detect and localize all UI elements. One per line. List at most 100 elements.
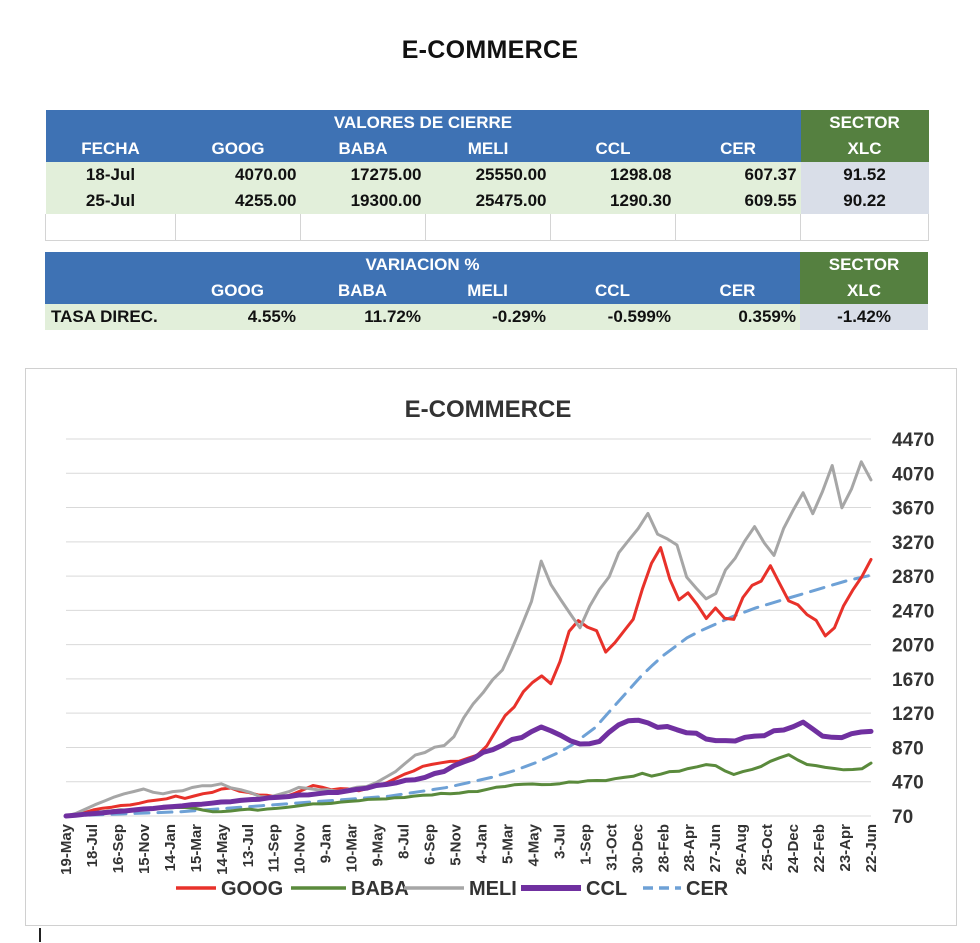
x-tick-label: 1-Sep	[577, 824, 594, 865]
closing-values-table: VALORES DE CIERRE SECTOR FECHA GOOG BABA…	[45, 110, 930, 241]
chart-title: E-COMMERCE	[405, 396, 572, 423]
y-tick-label: 870	[892, 738, 924, 759]
table-cell: -0.29%	[425, 304, 550, 330]
series-line-ccl	[63, 717, 874, 819]
column-header: BABA	[300, 136, 426, 162]
y-tick-label: 2470	[892, 601, 934, 622]
x-tick-label: 23-Apr	[837, 824, 854, 872]
table-cell: 17275.00	[300, 162, 426, 188]
sector-header: SECTOR	[800, 252, 929, 278]
x-tick-label: 8-Jul	[396, 824, 413, 859]
table-cell: 0.359%	[675, 304, 801, 330]
text-cursor	[39, 928, 41, 942]
x-tick-label: 9-Jan	[318, 824, 335, 863]
variation-table: VARIACION % SECTOR GOOG BABA MELI CCL CE…	[45, 252, 929, 330]
y-tick-label: 3670	[892, 499, 934, 520]
sector-header: SECTOR	[800, 110, 929, 136]
y-tick-label: 4070	[892, 464, 934, 485]
y-tick-label: 3270	[892, 533, 934, 554]
table-row: 25-Jul 4255.00 19300.00 25475.00 1290.30…	[45, 188, 929, 214]
x-tick-label: 15-Nov	[136, 823, 153, 874]
x-tick-label: 13-Jul	[240, 824, 257, 867]
table-column-header-row: FECHA GOOG BABA MELI CCL CER XLC	[45, 136, 929, 162]
y-tick-label: 2070	[892, 636, 934, 657]
legend-label: CCL	[586, 878, 627, 900]
table-group-header-row: VARIACION % SECTOR	[45, 252, 929, 278]
table-cell: 25-Jul	[45, 188, 176, 214]
x-tick-label: 25-Oct	[759, 824, 776, 871]
column-header	[45, 278, 175, 304]
x-tick-label: 14-May	[214, 823, 231, 875]
x-tick-label: 16-Sep	[110, 824, 127, 873]
legend-label: GOOG	[221, 878, 283, 900]
x-tick-label: 28-Apr	[681, 824, 698, 872]
table-cell: 18-Jul	[45, 162, 176, 188]
y-tick-label: 2870	[892, 567, 934, 588]
table-cell: 609.55	[675, 188, 801, 214]
y-tick-label: 1670	[892, 670, 934, 691]
column-header: CER	[675, 136, 801, 162]
x-tick-label: 30-Dec	[629, 824, 646, 873]
column-header: CCL	[550, 136, 676, 162]
table-cell: 4255.00	[175, 188, 301, 214]
column-header: CER	[675, 278, 801, 304]
closing-values-group-header: VALORES DE CIERRE	[45, 110, 801, 136]
x-tick-label: 31-Oct	[603, 824, 620, 871]
x-tick-label: 6-Sep	[422, 824, 439, 865]
x-tick-label: 10-Mar	[344, 824, 361, 873]
x-tick-label: 4-Jan	[473, 824, 490, 863]
x-tick-label: 26-Aug	[733, 824, 750, 875]
table-spacer-row	[45, 214, 930, 241]
x-tick-label: 11-Sep	[266, 824, 283, 872]
table-cell: 25550.00	[425, 162, 551, 188]
series-line-cer	[64, 573, 873, 818]
x-tick-label: 28-Feb	[655, 824, 672, 872]
x-tick-label: 27-Jun	[707, 824, 724, 872]
y-tick-label: 4470	[892, 430, 934, 451]
y-tick-label: 70	[892, 807, 913, 828]
x-tick-label: 22-Feb	[811, 824, 828, 872]
x-tick-label: 9-May	[370, 823, 387, 866]
table-cell: -0.599%	[550, 304, 675, 330]
column-header: GOOG	[175, 278, 300, 304]
table-row: TASA DIREC. 4.55% 11.72% -0.29% -0.599% …	[45, 304, 929, 330]
column-header: XLC	[800, 136, 929, 162]
variation-group-header: VARIACION %	[45, 252, 801, 278]
legend-label: MELI	[469, 878, 517, 900]
y-tick-label: 470	[892, 773, 924, 794]
x-tick-label: 14-Jan	[162, 824, 179, 872]
table-column-header-row: GOOG BABA MELI CCL CER XLC	[45, 278, 929, 304]
column-header: FECHA	[45, 136, 176, 162]
legend-label: BABA	[351, 878, 409, 900]
legend-label: CER	[686, 878, 729, 900]
x-tick-label: 18-Jul	[84, 824, 101, 867]
table-cell: 1298.08	[550, 162, 676, 188]
x-tick-label: 5-Mar	[499, 824, 516, 864]
column-header: XLC	[800, 278, 929, 304]
table-cell: -1.42%	[800, 304, 929, 330]
chart-panel: E-COMMERCE 70 470 870 1270 1670 2070 2470 2870 32…	[25, 368, 957, 926]
x-tick-label: 15-Mar	[188, 824, 205, 873]
table-cell: 1290.30	[550, 188, 676, 214]
x-tick-label: 24-Dec	[785, 824, 802, 873]
column-header: MELI	[425, 136, 551, 162]
line-chart: E-COMMERCE 70 470 870 1270 1670 2070 2470 2870 32…	[58, 396, 934, 900]
table-cell: 91.52	[800, 162, 929, 188]
table-group-header-row: VALORES DE CIERRE SECTOR	[45, 110, 929, 136]
column-header: GOOG	[175, 136, 301, 162]
x-tick-label: 19-May	[58, 823, 75, 875]
table-row: 18-Jul 4070.00 17275.00 25550.00 1298.08…	[45, 162, 929, 188]
series-line-goog	[64, 546, 873, 818]
x-tick-label: 4-May	[525, 823, 542, 866]
column-header: BABA	[300, 278, 425, 304]
x-tick-label: 10-Nov	[292, 823, 309, 874]
table-cell: 607.37	[675, 162, 801, 188]
table-cell: 25475.00	[425, 188, 551, 214]
y-tick-label: 1270	[892, 704, 934, 725]
table-cell: 90.22	[800, 188, 929, 214]
x-tick-label: 5-Nov	[448, 823, 465, 865]
series-line-baba	[64, 753, 873, 818]
x-tick-label: 3-Jul	[551, 824, 568, 859]
table-cell: 4.55%	[175, 304, 300, 330]
series-line-meli	[64, 460, 873, 818]
